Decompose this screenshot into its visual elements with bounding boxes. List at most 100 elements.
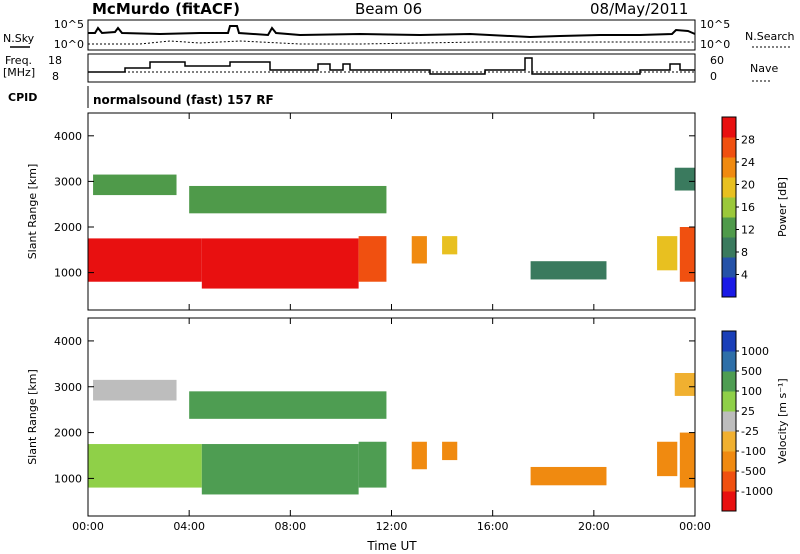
data-region — [674, 373, 695, 396]
y-axis-label: Slant Range [km] — [26, 164, 39, 260]
data-region — [358, 236, 387, 282]
data-region — [201, 238, 359, 289]
colorbar-tick-label: 20 — [741, 179, 755, 192]
x-tick-label: 04:00 — [173, 520, 205, 533]
station-title: McMurdo (fitACF) — [92, 0, 240, 18]
x-tick-label: 20:00 — [578, 520, 610, 533]
data-region — [442, 236, 458, 255]
freq-tick-bottom: 8 — [52, 70, 59, 83]
y-tick-label: 3000 — [54, 381, 82, 394]
colorbar-tick-label: 1000 — [741, 345, 769, 358]
colorbar-tick-label: -500 — [741, 465, 766, 478]
data-region — [358, 441, 387, 488]
power-panel: 1000 2000 3000 4000 Slant Range [km] 4 8 12 16 20… — [26, 112, 789, 311]
data-region — [411, 441, 427, 470]
x-tick-label: 00:00 — [72, 520, 104, 533]
data-region — [93, 174, 177, 196]
colorbar-tick-label: 500 — [741, 365, 762, 378]
noise-search-line — [88, 40, 695, 45]
nave-label: Nave — [750, 62, 778, 75]
colorbar-tick-label: -25 — [741, 425, 759, 438]
noise-tick-right-top: 10^5 — [700, 18, 730, 31]
colorbar-label: Velocity [m s⁻¹] — [776, 378, 789, 463]
x-tick-label: 08:00 — [274, 520, 306, 533]
colorbar-segment — [722, 117, 736, 138]
colorbar-segment — [722, 137, 736, 158]
colorbar-segment — [722, 197, 736, 218]
y-tick-label: 2000 — [54, 427, 82, 440]
colorbar-tick-label: 12 — [741, 224, 755, 237]
freq-tick-top: 18 — [48, 54, 62, 67]
colorbar-segment — [722, 277, 736, 298]
colorbar-segment — [722, 177, 736, 198]
y-axis-label: Slant Range [km] — [26, 369, 39, 465]
noise-panel: N.Sky 10^5 10^0 10^5 10^0 N.Search — [3, 18, 795, 51]
colorbar-segment — [722, 351, 736, 372]
data-region — [88, 444, 202, 488]
data-region — [189, 391, 387, 419]
y-tick-label: 2000 — [54, 221, 82, 234]
colorbar-segment — [722, 471, 736, 492]
colorbar-frame — [721, 330, 737, 512]
noise-tick-left-bottom: 10^0 — [54, 38, 84, 51]
colorbar-segment — [722, 451, 736, 472]
data-region — [679, 227, 695, 282]
cpid-value: normalsound (fast) 157 RF — [93, 93, 274, 107]
colorbar-segment — [722, 237, 736, 258]
y-tick-label: 3000 — [54, 175, 82, 188]
data-region — [657, 236, 678, 271]
y-tick-label: 4000 — [54, 130, 82, 143]
cpid-row: CPID normalsound (fast) 157 RF — [8, 86, 274, 108]
n-search-label: N.Search — [745, 30, 795, 43]
data-region — [679, 432, 695, 488]
noise-tick-right-bottom: 10^0 — [700, 38, 730, 51]
colorbar-segment — [722, 217, 736, 238]
colorbar-tick-label: 16 — [741, 201, 755, 214]
noise-panel-frame — [87, 19, 696, 51]
data-region — [530, 466, 607, 486]
colorbar-tick-label: -100 — [741, 445, 766, 458]
colorbar-segment — [722, 431, 736, 452]
colorbar-segment — [722, 371, 736, 392]
x-tick-label: 12:00 — [376, 520, 408, 533]
colorbar-segment — [722, 331, 736, 352]
freq-line — [88, 57, 695, 75]
colorbar-tick-label: 8 — [741, 246, 748, 259]
data-region — [442, 441, 458, 461]
n-sky-label: N.Sky — [3, 32, 35, 45]
freq-unit-label: [MHz] — [3, 66, 35, 79]
velocity-panel: 1000 2000 3000 4000 00:00 04:00 08:00 12:00 16:0… — [26, 317, 789, 533]
x-tick-label: 00:00 — [679, 520, 711, 533]
colorbar-label: Power [dB] — [776, 177, 789, 237]
date-title: 08/May/2011 — [590, 0, 688, 18]
noise-sky-line — [88, 25, 696, 39]
nave-tick-top: 60 — [710, 54, 724, 67]
x-tick-label: 16:00 — [477, 520, 509, 533]
colorbar-segment — [722, 391, 736, 412]
freq-panel-frame — [87, 53, 696, 83]
noise-tick-left-top: 10^5 — [54, 18, 84, 31]
y-tick-label: 4000 — [54, 335, 82, 348]
freq-label: Freq. — [5, 54, 32, 67]
data-region — [411, 236, 427, 264]
data-region — [88, 238, 202, 282]
colorbar-tick-label: -1000 — [741, 485, 773, 498]
y-tick-label: 1000 — [54, 472, 82, 485]
colorbar-segment — [722, 257, 736, 278]
data-region — [657, 441, 678, 477]
data-region — [674, 167, 695, 191]
y-tick-label: 1000 — [54, 267, 82, 280]
data-region — [201, 444, 359, 495]
colorbar-tick-label: 25 — [741, 405, 755, 418]
beam-title: Beam 06 — [355, 0, 422, 18]
data-region — [189, 185, 387, 214]
colorbar-tick-label: 100 — [741, 385, 762, 398]
cpid-label: CPID — [8, 91, 37, 104]
freq-panel: Freq. [MHz] 18 8 60 0 Nave — [3, 53, 778, 83]
nave-tick-bottom: 0 — [710, 70, 717, 83]
colorbar-segment — [722, 491, 736, 512]
data-region — [530, 261, 607, 280]
colorbar-tick-label: 4 — [741, 269, 748, 282]
time-axis-title: Time UT — [366, 539, 417, 553]
